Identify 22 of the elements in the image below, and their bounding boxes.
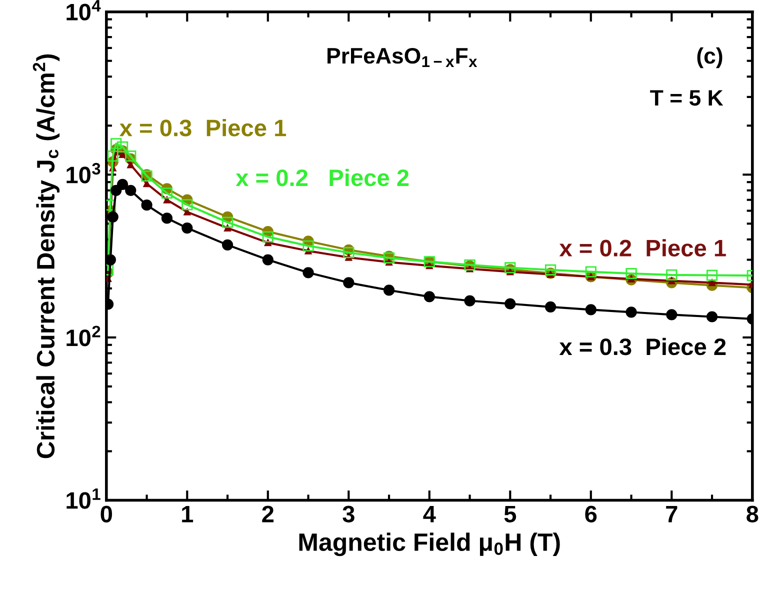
annotation: PrFeAsO$_{1−x}$F$_{x}$ — [328, 48, 478, 67]
annotation: (c) — [697, 47, 722, 68]
y-tick-label: 10$^{4}$ — [66, 0, 101, 20]
annotation: T = 5 K — [650, 90, 724, 106]
annotation: x = 0.3 Piece 1 — [119, 119, 286, 136]
y-tick-label: 10$^{3}$ — [66, 162, 100, 184]
y-axis-title: Critical Current Density J$_{c}$ (A/cm$^{2}$) — [32, 54, 60, 458]
x-tick-label: 1 — [182, 506, 194, 522]
x-tick-label: 4 — [423, 506, 436, 522]
y-tick-label: 10$^{2}$ — [66, 326, 100, 346]
x-tick-label: 6 — [585, 506, 597, 522]
annotation: x = 0.2 Piece 1 — [559, 239, 726, 257]
x-tick-label: 8 — [746, 506, 758, 522]
x-tick-label: 2 — [262, 506, 274, 522]
annotation: x = 0.2 Piece 2 — [236, 168, 409, 186]
x-tick-label: 5 — [504, 506, 516, 522]
y-tick-label: 10$^{1}$ — [66, 488, 100, 509]
x-axis-title: Magnetic Field μ$_{0}$H (T) — [299, 532, 560, 556]
x-tick-label: 0 — [100, 506, 112, 522]
x-tick-label: 7 — [666, 506, 678, 522]
x-tick-label: 3 — [342, 506, 354, 522]
annotation: x = 0.3 Piece 2 — [559, 338, 726, 356]
